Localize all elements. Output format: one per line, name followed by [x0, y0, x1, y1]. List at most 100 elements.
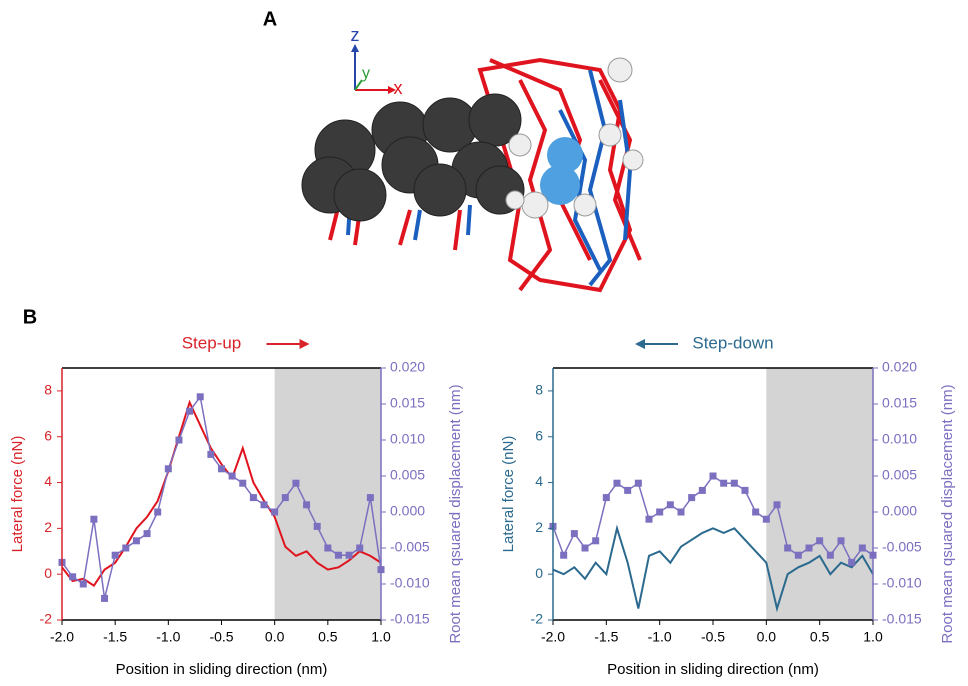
- data-marker: [677, 508, 685, 516]
- x-tick-label: -2.0: [50, 629, 74, 645]
- shaded-region: [274, 368, 381, 620]
- data-marker: [837, 537, 845, 545]
- y-tick-label: 6: [44, 427, 52, 443]
- y-tick-label: 4: [44, 473, 52, 489]
- data-marker: [207, 450, 215, 458]
- y-tick-label: -2: [531, 611, 544, 627]
- y2-axis-label: Root mean qsuared displacement (nm): [939, 384, 956, 643]
- data-marker: [816, 537, 824, 545]
- data-marker: [592, 537, 600, 545]
- data-line: [62, 399, 381, 588]
- data-marker: [79, 580, 87, 588]
- data-marker: [143, 530, 151, 538]
- data-line: [553, 524, 873, 613]
- x-tick-label: 0.0: [265, 629, 285, 645]
- y2-tick-label: -0.015: [882, 611, 922, 627]
- data-marker: [186, 407, 194, 415]
- chart-title: Step-down: [692, 333, 773, 352]
- data-marker: [752, 508, 760, 516]
- x-tick-label: 1.0: [371, 629, 391, 645]
- data-marker: [848, 558, 856, 566]
- x-tick-label: -2.0: [541, 629, 565, 645]
- data-marker: [602, 494, 610, 502]
- chart-title: Step-up: [182, 333, 242, 352]
- y2-tick-label: 0.020: [390, 359, 425, 375]
- x-tick-label: -1.5: [103, 629, 127, 645]
- data-marker: [228, 472, 236, 480]
- y2-tick-label: -0.005: [882, 539, 922, 555]
- data-marker: [688, 494, 696, 502]
- data-marker: [570, 530, 578, 538]
- data-marker: [784, 544, 792, 552]
- y2-tick-label: 0.000: [390, 503, 425, 519]
- y-axis-label: Lateral force (nN): [9, 436, 26, 553]
- x-tick-label: 0.5: [810, 629, 830, 645]
- title-arrow-head: [635, 339, 645, 349]
- data-marker: [196, 393, 204, 401]
- data-marker: [560, 551, 568, 559]
- y2-tick-label: 0.020: [882, 359, 917, 375]
- y2-tick-label: 0.005: [882, 467, 917, 483]
- data-marker: [313, 522, 321, 530]
- data-marker: [720, 479, 728, 487]
- data-marker: [794, 551, 802, 559]
- panel-label: B: [23, 306, 37, 328]
- panel-label: A: [263, 8, 277, 30]
- data-marker: [69, 573, 77, 581]
- data-marker: [345, 551, 353, 559]
- data-marker: [281, 494, 289, 502]
- x-tick-label: 0.0: [757, 629, 777, 645]
- data-marker: [292, 479, 300, 487]
- data-marker: [634, 479, 642, 487]
- data-marker: [805, 544, 813, 552]
- data-marker: [175, 436, 183, 444]
- data-marker: [773, 501, 781, 509]
- x-axis-label: Position in sliding direction (nm): [116, 661, 328, 678]
- y-axis-label: Lateral force (nN): [500, 436, 517, 553]
- data-marker: [356, 544, 364, 552]
- x-tick-label: -0.5: [209, 629, 233, 645]
- data-marker: [762, 515, 770, 523]
- axis-triad-label: z: [351, 25, 360, 45]
- data-marker: [730, 479, 738, 487]
- y2-tick-label: 0.015: [882, 395, 917, 411]
- y-tick-label: 0: [535, 565, 543, 581]
- data-marker: [239, 479, 247, 487]
- y2-tick-label: -0.010: [390, 575, 430, 591]
- y-tick-label: 6: [535, 427, 543, 443]
- data-marker: [101, 594, 109, 602]
- data-marker: [164, 465, 172, 473]
- axis-triad-label: y: [362, 65, 370, 82]
- y-tick-label: -2: [40, 611, 53, 627]
- data-marker: [613, 479, 621, 487]
- x-tick-label: -0.5: [701, 629, 725, 645]
- x-tick-label: -1.0: [648, 629, 672, 645]
- data-marker: [698, 486, 706, 494]
- y2-tick-label: 0.010: [882, 431, 917, 447]
- y2-tick-label: 0.005: [390, 467, 425, 483]
- data-marker: [624, 486, 632, 494]
- data-marker: [218, 465, 225, 473]
- y-tick-label: 2: [535, 519, 543, 535]
- y-tick-label: 2: [44, 519, 52, 535]
- x-tick-label: -1.0: [156, 629, 180, 645]
- data-marker: [656, 508, 664, 516]
- data-marker: [581, 544, 589, 552]
- data-marker: [249, 494, 257, 502]
- x-tick-label: -1.5: [594, 629, 618, 645]
- axis-triad-label: x: [394, 78, 403, 98]
- data-marker: [334, 551, 342, 559]
- data-marker: [666, 501, 674, 509]
- data-marker: [303, 501, 311, 509]
- data-marker: [90, 515, 98, 523]
- data-marker: [132, 537, 140, 545]
- y-tick-label: 8: [535, 382, 543, 398]
- shaded-region: [766, 368, 873, 620]
- data-marker: [111, 551, 119, 559]
- data-marker: [324, 544, 332, 552]
- y2-tick-label: 0.010: [390, 431, 425, 447]
- x-axis-label: Position in sliding direction (nm): [607, 661, 819, 678]
- molecule-render: z y x: [301, 25, 644, 293]
- y2-tick-label: 0.000: [882, 503, 917, 519]
- y2-tick-label: -0.010: [882, 575, 922, 591]
